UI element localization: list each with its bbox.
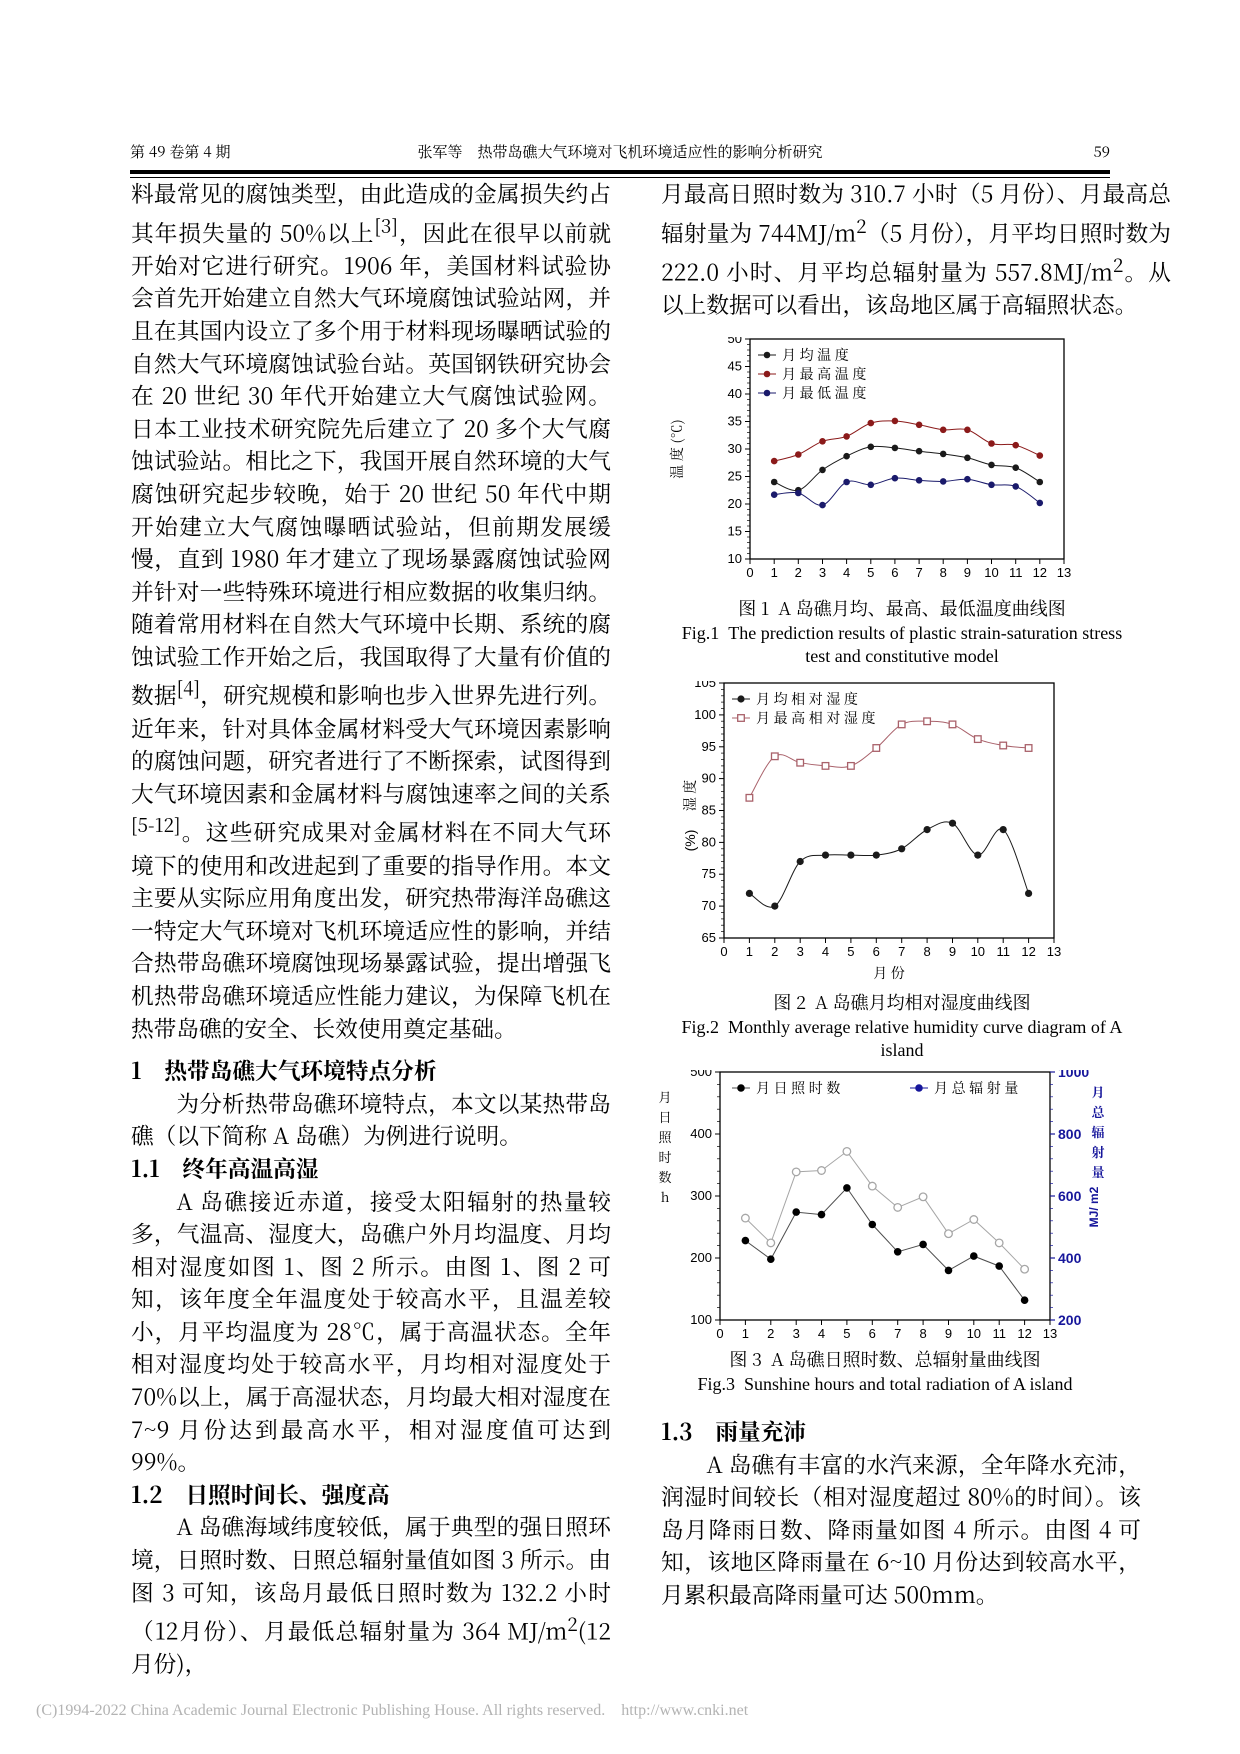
svg-text:25: 25 xyxy=(728,469,742,484)
svg-text:70: 70 xyxy=(702,898,716,913)
svg-text:月 均 相 对 湿 度: 月 均 相 对 湿 度 xyxy=(756,689,858,709)
svg-text:3: 3 xyxy=(797,944,804,959)
svg-text:800: 800 xyxy=(1058,1126,1082,1142)
svg-text:600: 600 xyxy=(1058,1188,1082,1204)
svg-text:射: 射 xyxy=(1091,1142,1104,1161)
svg-text:10: 10 xyxy=(971,944,985,959)
svg-text:85: 85 xyxy=(702,803,716,818)
svg-text:月: 月 xyxy=(658,1087,671,1106)
svg-text:4: 4 xyxy=(843,565,850,580)
svg-text:13: 13 xyxy=(1057,565,1071,580)
svg-text:400: 400 xyxy=(690,1126,712,1141)
svg-text:40: 40 xyxy=(728,386,742,401)
svg-text:9: 9 xyxy=(964,565,971,580)
svg-text:12: 12 xyxy=(1017,1326,1031,1338)
svg-text:400: 400 xyxy=(1058,1250,1082,1266)
svg-text:时: 时 xyxy=(658,1147,671,1166)
svg-text:95: 95 xyxy=(702,739,716,754)
svg-text:总: 总 xyxy=(1091,1102,1105,1121)
svg-text:4: 4 xyxy=(822,944,829,959)
svg-text:30: 30 xyxy=(728,441,742,456)
svg-text:月 均 温 度: 月 均 温 度 xyxy=(782,345,849,365)
svg-text:11: 11 xyxy=(1009,565,1023,580)
svg-text:200: 200 xyxy=(1058,1312,1082,1328)
svg-text:2: 2 xyxy=(795,565,802,580)
svg-text:3: 3 xyxy=(819,565,826,580)
svg-text:1: 1 xyxy=(742,1326,749,1338)
svg-text:3: 3 xyxy=(793,1326,800,1338)
svg-text:1000: 1000 xyxy=(1058,1070,1089,1080)
svg-text:65: 65 xyxy=(702,930,716,945)
svg-text:50: 50 xyxy=(728,337,742,346)
svg-text:8: 8 xyxy=(940,565,947,580)
svg-text:2: 2 xyxy=(771,944,778,959)
svg-text:9: 9 xyxy=(949,944,956,959)
svg-text:7: 7 xyxy=(915,565,922,580)
svg-text:100: 100 xyxy=(694,707,716,722)
svg-text:6: 6 xyxy=(873,944,880,959)
svg-text:h: h xyxy=(661,1187,670,1206)
svg-text:1: 1 xyxy=(746,944,753,959)
svg-text:月 日 照 时 数: 月 日 照 时 数 xyxy=(756,1078,840,1098)
svg-text:6: 6 xyxy=(891,565,898,580)
svg-text:MJ/ m2: MJ/ m2 xyxy=(1087,1186,1101,1227)
svg-text:80: 80 xyxy=(702,834,716,849)
svg-text:湿 度: 湿 度 xyxy=(680,780,700,812)
svg-text:辐: 辐 xyxy=(1091,1122,1104,1141)
svg-text:100: 100 xyxy=(690,1312,712,1327)
svg-text:9: 9 xyxy=(945,1326,952,1338)
svg-text:7: 7 xyxy=(898,944,905,959)
svg-text:300: 300 xyxy=(690,1188,712,1203)
svg-text:0: 0 xyxy=(746,565,753,580)
svg-text:月 最 低 温 度: 月 最 低 温 度 xyxy=(782,383,866,403)
svg-text:月 总 辐 射 量: 月 总 辐 射 量 xyxy=(934,1078,1018,1098)
svg-text:温 度 (℃): 温 度 (℃) xyxy=(667,419,687,478)
svg-text:月 最 高 温 度: 月 最 高 温 度 xyxy=(782,364,866,384)
svg-text:4: 4 xyxy=(818,1326,825,1338)
svg-text:月: 月 xyxy=(1091,1082,1104,1101)
svg-text:500: 500 xyxy=(690,1070,712,1079)
svg-text:日: 日 xyxy=(658,1107,671,1126)
svg-text:2: 2 xyxy=(767,1326,774,1338)
svg-text:7: 7 xyxy=(894,1326,901,1338)
svg-text:0: 0 xyxy=(716,1326,723,1338)
svg-text:照: 照 xyxy=(658,1127,672,1146)
svg-text:5: 5 xyxy=(847,944,854,959)
svg-text:8: 8 xyxy=(923,944,930,959)
svg-text:月 份: 月 份 xyxy=(873,963,905,981)
svg-text:月 最 高 相 对 湿 度: 月 最 高 相 对 湿 度 xyxy=(756,708,876,728)
svg-text:0: 0 xyxy=(720,944,727,959)
svg-text:15: 15 xyxy=(728,524,742,539)
svg-text:5: 5 xyxy=(843,1326,850,1338)
svg-text:11: 11 xyxy=(996,944,1010,959)
svg-text:35: 35 xyxy=(728,414,742,429)
svg-text:10: 10 xyxy=(984,565,998,580)
svg-text:12: 12 xyxy=(1033,565,1047,580)
svg-text:90: 90 xyxy=(702,771,716,786)
svg-text:75: 75 xyxy=(702,866,716,881)
svg-text:20: 20 xyxy=(728,496,742,511)
svg-text:200: 200 xyxy=(690,1250,712,1265)
svg-text:13: 13 xyxy=(1047,944,1061,959)
svg-text:1: 1 xyxy=(771,565,778,580)
svg-text:45: 45 xyxy=(728,359,742,374)
svg-text:5: 5 xyxy=(867,565,874,580)
svg-text:13: 13 xyxy=(1043,1326,1057,1338)
svg-text:(%): (%) xyxy=(682,830,698,852)
svg-text:10: 10 xyxy=(728,551,742,566)
svg-text:10: 10 xyxy=(967,1326,981,1338)
svg-text:12: 12 xyxy=(1021,944,1035,959)
svg-text:6: 6 xyxy=(869,1326,876,1338)
svg-text:11: 11 xyxy=(992,1326,1006,1338)
svg-text:量: 量 xyxy=(1091,1162,1104,1181)
svg-text:数: 数 xyxy=(658,1167,671,1186)
svg-text:8: 8 xyxy=(919,1326,926,1338)
